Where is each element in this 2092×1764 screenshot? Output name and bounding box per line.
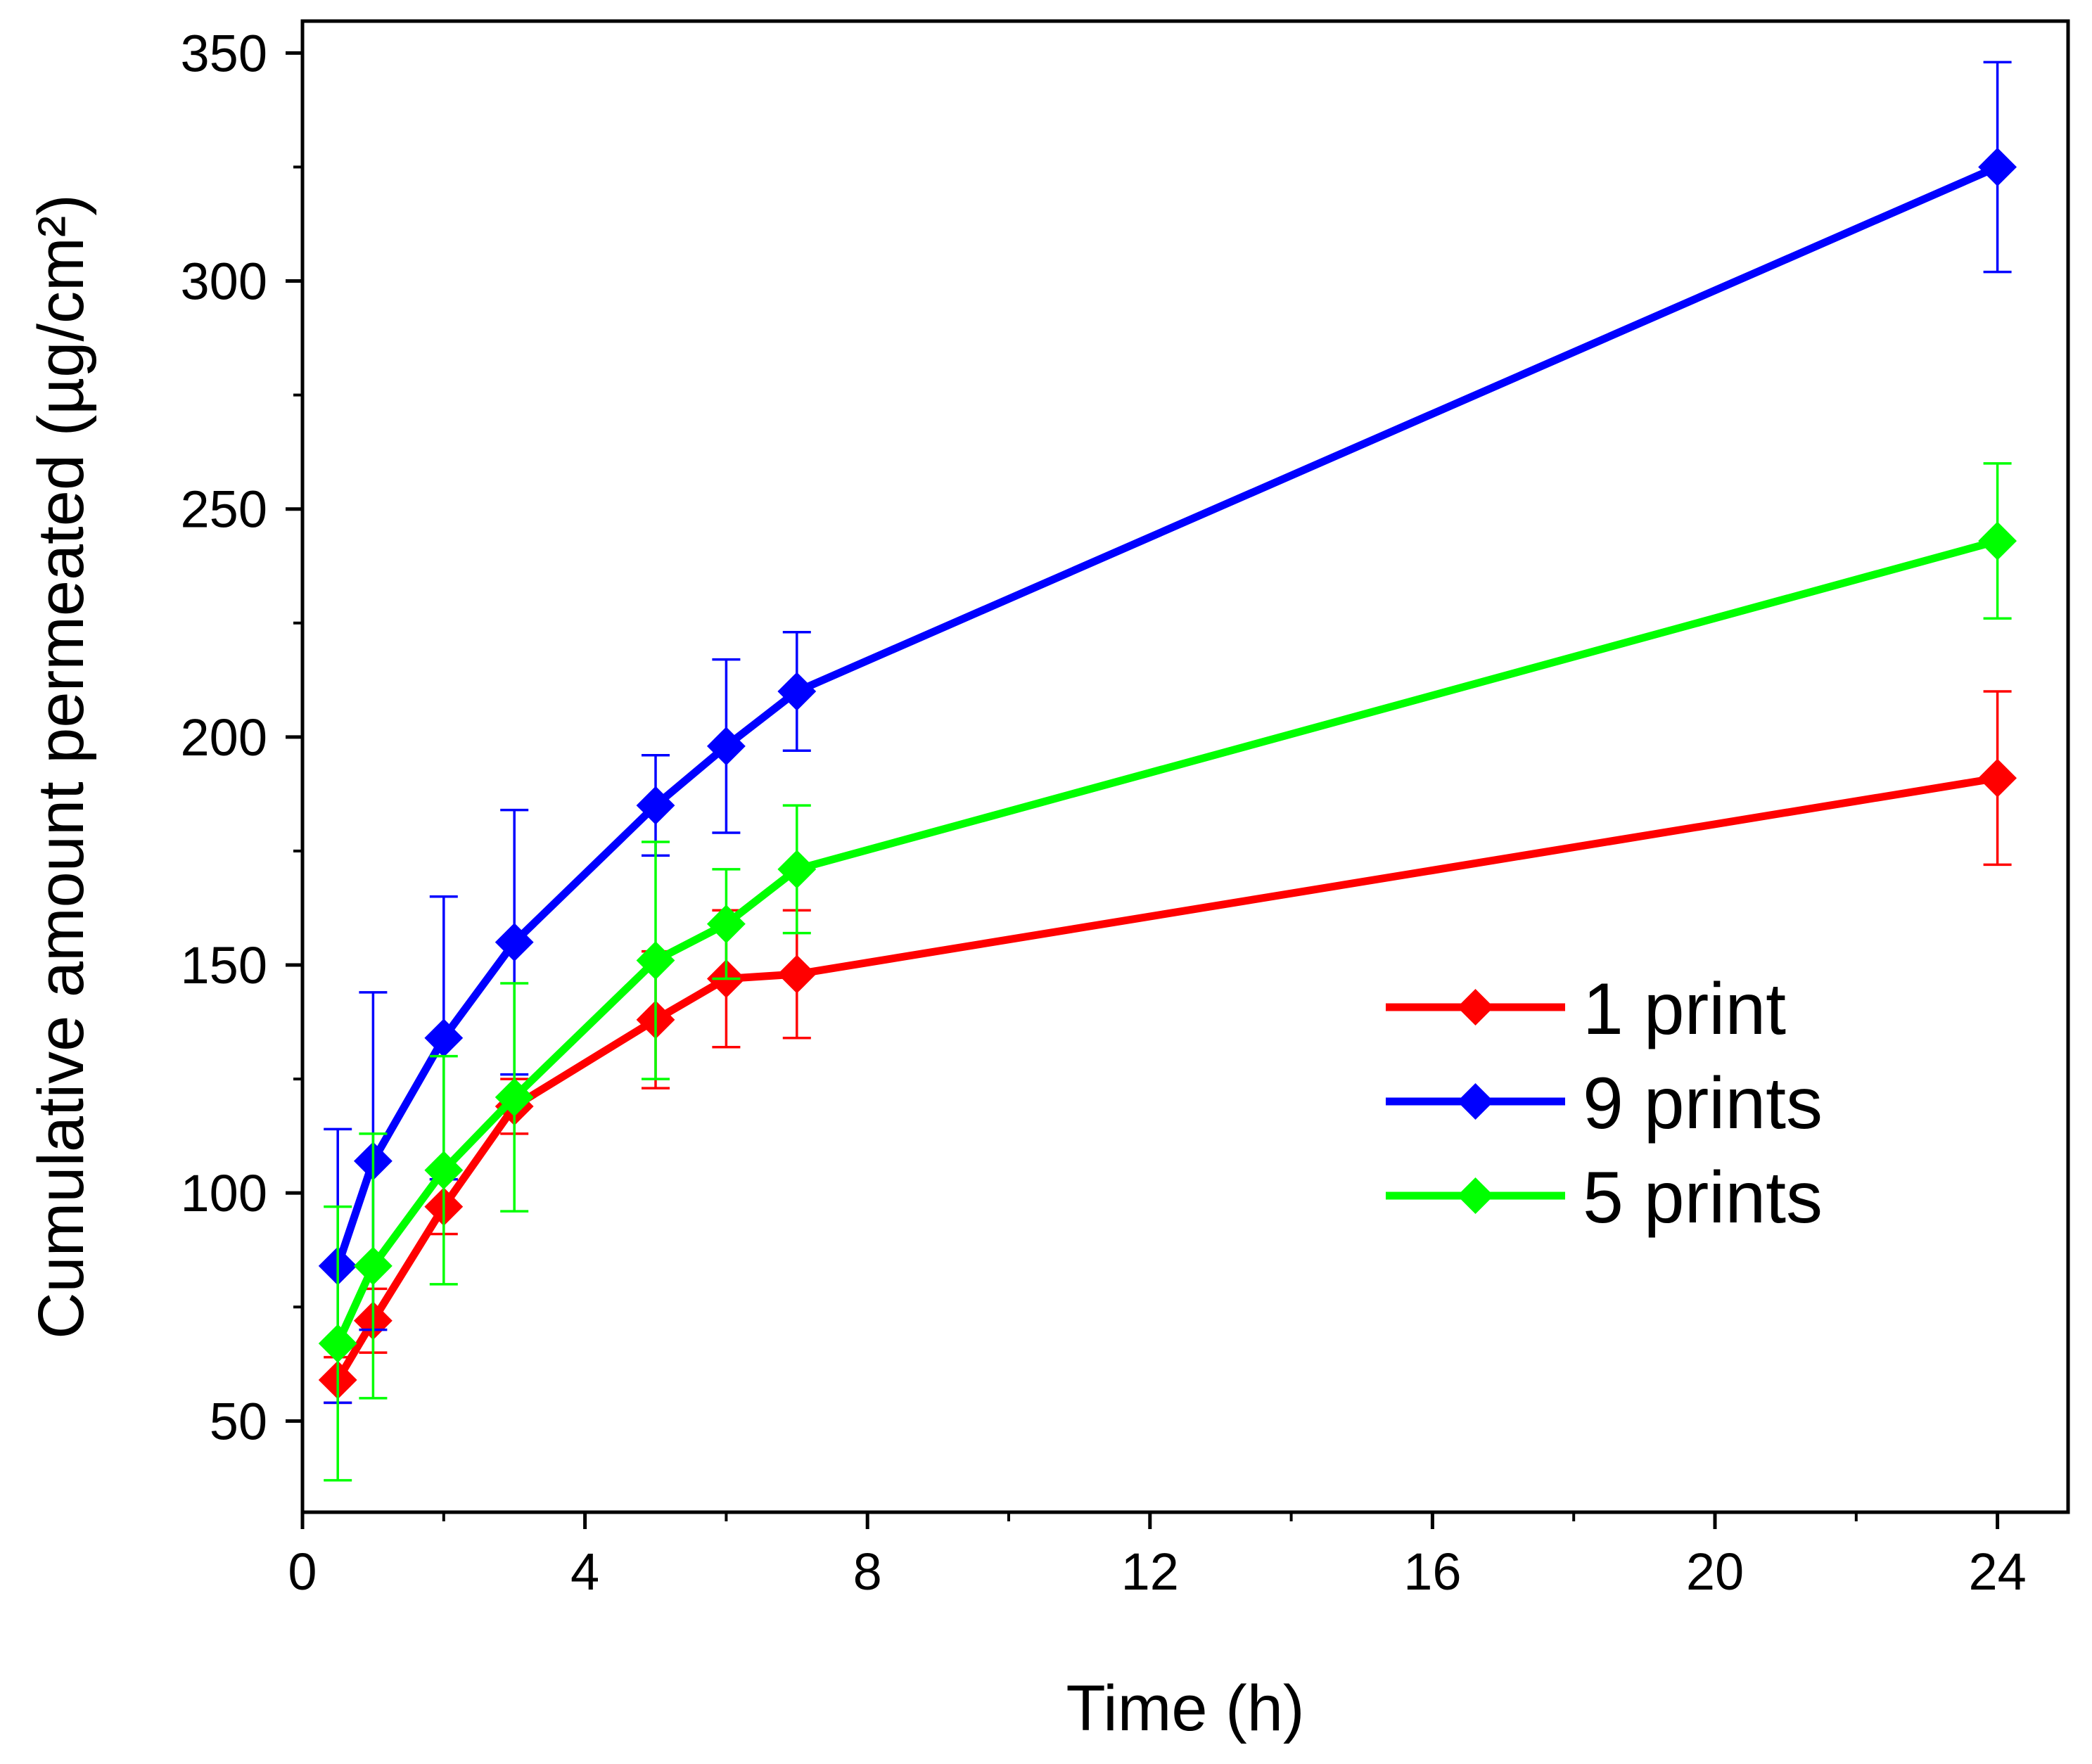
- y-axis-title: Cumulative amount permeated (µg/cm²): [25, 194, 97, 1339]
- series-line: [334, 537, 1999, 1346]
- y-tick-label: 100: [181, 1164, 267, 1222]
- x-tick-label: 16: [1403, 1542, 1461, 1601]
- x-tick-label: 20: [1686, 1542, 1744, 1601]
- x-tick-label: 8: [853, 1542, 882, 1601]
- data-point: [1978, 521, 2017, 561]
- data-point: [1978, 148, 2017, 186]
- y-tick-label: 50: [210, 1392, 267, 1450]
- x-tick-label: 0: [288, 1542, 317, 1601]
- y-tick-label: 200: [181, 708, 267, 767]
- legend-label: 1 print: [1583, 969, 1786, 1050]
- data-point: [318, 1324, 357, 1363]
- data-point: [706, 905, 746, 944]
- legend-label: 9 prints: [1583, 1063, 1823, 1144]
- legend: 1 print 9 prints 5 prints: [1386, 969, 1823, 1239]
- legend-marker: [1457, 1177, 1494, 1214]
- series-layer: [318, 60, 2017, 1482]
- data-point: [495, 1078, 534, 1117]
- data-point: [353, 1246, 393, 1286]
- x-tick-label: 4: [570, 1542, 599, 1601]
- legend-marker: [1457, 1083, 1494, 1120]
- y-tick-label: 350: [181, 24, 267, 82]
- data-point: [495, 923, 534, 962]
- data-point: [1978, 758, 2017, 798]
- y-tick-label: 300: [181, 253, 267, 311]
- y-tick-label: 150: [181, 936, 267, 995]
- data-point: [636, 786, 675, 825]
- data-point: [777, 954, 817, 994]
- data-point: [777, 672, 817, 711]
- plot-frame: [300, 19, 2070, 1514]
- data-point: [424, 1151, 464, 1190]
- data-point: [636, 941, 675, 980]
- x-axis-title: Time (h): [1066, 1673, 1304, 1744]
- x-tick-label: 12: [1121, 1542, 1179, 1601]
- data-point: [706, 727, 746, 766]
- legend-label: 5 prints: [1583, 1157, 1823, 1239]
- data-point: [777, 850, 817, 889]
- series-5-prints: [318, 462, 2017, 1482]
- legend-marker: [1457, 989, 1494, 1025]
- y-tick-label: 250: [181, 480, 267, 539]
- x-tick-label: 24: [1968, 1542, 2026, 1601]
- axis-layer: 0 4 8 12 16 20 24 50 100 150 200 250 300 350: [181, 24, 2027, 1601]
- series-line: [333, 163, 1999, 1267]
